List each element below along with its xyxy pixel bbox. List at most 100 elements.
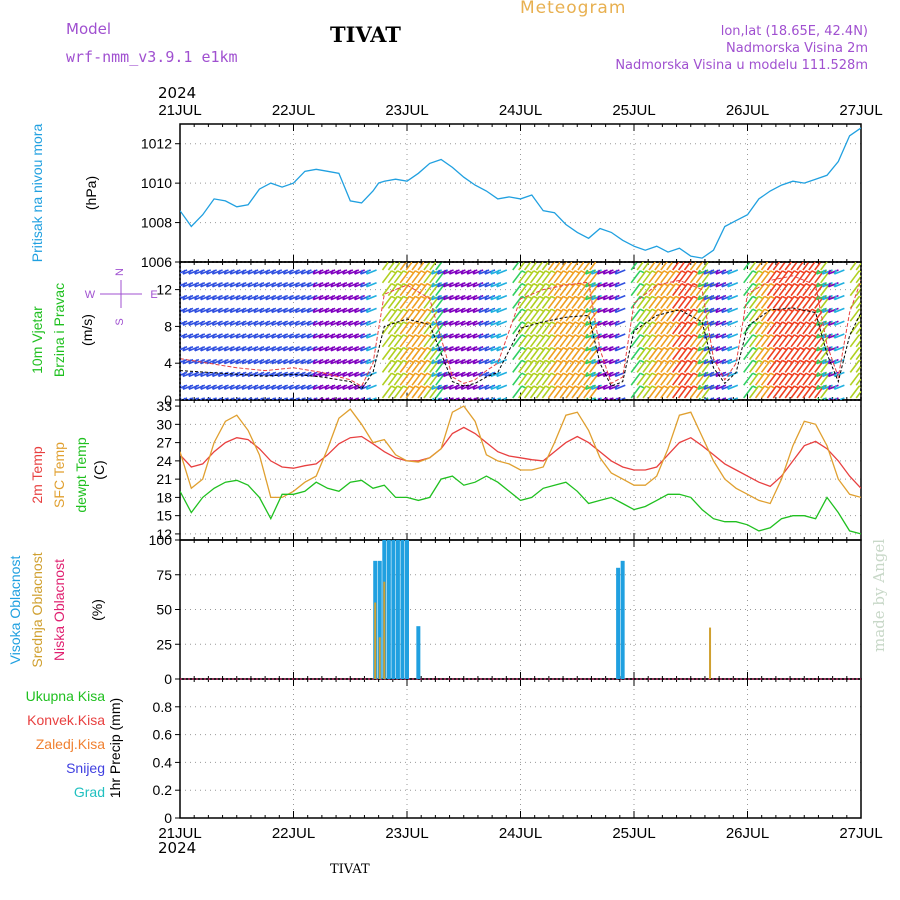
- wind-barb-flag: [715, 308, 719, 313]
- wind-barb-flag: [235, 295, 239, 300]
- wind-barb: [671, 334, 683, 348]
- wind-barb: [417, 347, 428, 361]
- wind-barb: [571, 385, 582, 399]
- wind-barb-flag: [436, 295, 441, 300]
- wind-barb: [790, 359, 801, 373]
- wind-barb-flag: [833, 372, 838, 377]
- wind-barb-flag: [491, 397, 494, 400]
- wind-barb: [642, 347, 653, 361]
- wind-barb-flag: [223, 359, 228, 364]
- wind-barb-flag: [764, 308, 769, 312]
- wind-barb-flag: [496, 282, 500, 288]
- wind-barb: [814, 262, 822, 271]
- wind-barb-flag: [669, 372, 675, 376]
- wind-barb-flag: [865, 335, 869, 337]
- wind-barb: [565, 359, 576, 373]
- wind-barb-flag: [752, 346, 758, 351]
- wind-barb-flag: [436, 282, 441, 288]
- wind-barb-flag: [590, 269, 595, 275]
- wind-barb: [677, 334, 689, 348]
- wind-barb: [677, 262, 686, 271]
- wind-barb: [529, 334, 541, 348]
- wind-barb: [630, 262, 639, 271]
- wind-barb: [529, 270, 541, 284]
- wind-barb-flag: [348, 282, 352, 288]
- wind-barb: [849, 347, 860, 361]
- wind-barb-flag: [697, 320, 701, 326]
- wind-barb: [559, 385, 570, 399]
- wind-barb-flag: [277, 384, 281, 390]
- wind-barb-flag: [277, 359, 281, 364]
- wind-barb-flag: [402, 385, 408, 389]
- wind-barb: [766, 359, 778, 373]
- wind-barb-flag: [391, 385, 396, 389]
- wind-barb-flag: [658, 258, 662, 260]
- wind-barb-flag: [342, 359, 346, 364]
- wind-barb: [671, 295, 683, 309]
- wind-barb-flag: [753, 258, 757, 260]
- wind-barb: [654, 359, 665, 373]
- wind-barb-flag: [799, 359, 805, 364]
- wind-barb-flag: [253, 384, 257, 390]
- wind-barb: [417, 295, 428, 309]
- wind-barb-flag: [448, 384, 453, 390]
- wind-barb-flag: [574, 321, 580, 325]
- wind-barb-flag: [253, 333, 257, 339]
- wind-barb-flag: [229, 282, 234, 288]
- wind-barb-flag: [408, 321, 414, 325]
- wind-barb: [571, 270, 582, 284]
- wind-barb-flag: [599, 258, 603, 260]
- cloud-bar-mid_cloud: [709, 627, 712, 679]
- wind-barb-flag: [254, 397, 257, 400]
- wind-barb-flag: [200, 282, 204, 288]
- wind-barb-flag: [669, 321, 675, 325]
- wind-barb: [541, 359, 553, 373]
- wind-barb-flag: [359, 269, 364, 275]
- wind-barb: [429, 262, 437, 271]
- wind-barb: [411, 308, 422, 322]
- wind-frame: [179, 261, 862, 401]
- wind-barb-flag: [556, 346, 562, 351]
- wind-barb-flag: [574, 346, 580, 351]
- wind-barb-flag: [556, 321, 562, 325]
- wind-barb-flag: [681, 346, 686, 351]
- wind-barb-flag: [580, 270, 586, 274]
- wind-barb: [518, 347, 529, 361]
- wind-barb-flag: [799, 346, 805, 351]
- wind-barb-flag: [348, 372, 352, 377]
- wind-barb-flag: [687, 359, 692, 364]
- wind-barb-flag: [427, 258, 431, 260]
- y-tick-label: 12: [156, 526, 172, 542]
- wind-barb: [648, 321, 659, 335]
- wind-barb-flag: [764, 385, 769, 389]
- wind-barb-flag: [253, 282, 257, 288]
- wind-barb: [614, 282, 626, 288]
- wind-barb-flag: [539, 308, 544, 312]
- wind-barb-flag: [805, 334, 811, 338]
- wind-barb: [648, 359, 659, 373]
- wind-barb: [677, 295, 689, 309]
- wind-barb: [778, 308, 789, 322]
- wind-barb-flag: [324, 346, 328, 352]
- wind-barb-flag: [414, 282, 420, 287]
- wind-barb-flag: [681, 372, 686, 376]
- wind-barb: [808, 262, 816, 271]
- wind-barb-flag: [776, 334, 781, 338]
- wind-barb-flag: [821, 295, 826, 300]
- wind-barb-flag: [260, 397, 263, 400]
- wind-barb-flag: [217, 282, 222, 288]
- wind-barb: [541, 295, 553, 309]
- wind-barb-flag: [657, 334, 663, 338]
- wind-barb-flag: [282, 333, 287, 339]
- wind-barb-flag: [608, 372, 613, 377]
- wind-barb-flag: [669, 334, 675, 338]
- wind-barb-flag: [484, 359, 488, 364]
- ylabel-pressure-unit: (hPa): [83, 176, 99, 210]
- wind-barb-flag: [657, 295, 663, 300]
- wind-barb-flag: [568, 359, 574, 364]
- wind-barb-flag: [415, 258, 419, 260]
- wind-barb: [642, 270, 653, 284]
- wind-barb-flag: [294, 333, 299, 339]
- wind-barb-flag: [764, 282, 769, 287]
- wind-barb-flag: [858, 308, 861, 311]
